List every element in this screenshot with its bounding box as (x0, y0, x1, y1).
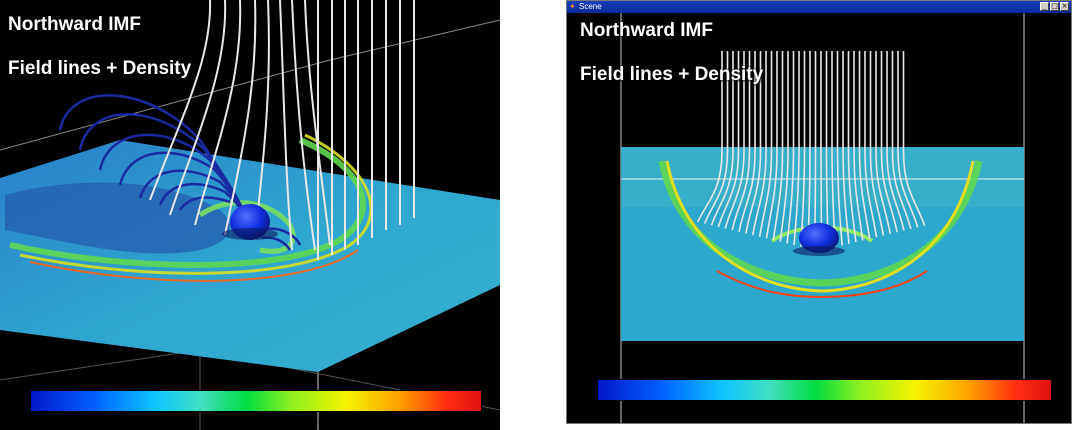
field-line (897, 51, 919, 228)
left-colorbar-tick-0: -0.01 (24, 419, 40, 426)
left-visualization-panel: Northward IMF Field lines + Density -0.0… (0, 0, 500, 430)
right-colorbar-tick-0: -0.01 (587, 407, 603, 414)
field-line (772, 51, 784, 241)
window-title: Scene (579, 2, 602, 11)
field-line (710, 51, 734, 226)
left-title-line2: Field lines + Density (8, 58, 192, 79)
left-title-line1: Northward IMF (8, 14, 141, 35)
field-line (891, 51, 912, 230)
left-colorbar (30, 390, 482, 412)
left-scene-render (0, 0, 500, 430)
field-line (902, 51, 926, 226)
field-line (717, 51, 740, 228)
right-scene-render (620, 13, 1025, 423)
field-line (842, 51, 850, 244)
field-line (880, 51, 898, 233)
left-colorbar-tick-3: 5.10 (470, 419, 484, 426)
field-line (758, 51, 773, 237)
field-line (724, 51, 745, 229)
right-title-line1: Northward IMF (580, 20, 713, 41)
field-line (864, 51, 878, 238)
field-line (853, 51, 864, 241)
field-line (745, 51, 762, 234)
planet-sphere-top-view (799, 223, 839, 253)
field-line (820, 51, 823, 251)
field-line (875, 51, 892, 235)
close-button[interactable]: × (1060, 2, 1069, 11)
field-line (886, 51, 905, 231)
field-line (793, 51, 800, 246)
minimize-button[interactable]: _ (1040, 2, 1049, 11)
field-line (858, 51, 871, 239)
field-line (836, 51, 843, 246)
field-line (813, 51, 817, 250)
field-line (697, 51, 723, 223)
field-line (731, 51, 751, 231)
field-line (751, 51, 767, 236)
window-titlebar[interactable]: ✦ Scene _ □ × (567, 1, 1071, 13)
right-colorbar-tick-1: 1.69 (741, 407, 755, 414)
right-colorbar-tick-3: 5.10 (1043, 407, 1057, 414)
maximize-button[interactable]: □ (1050, 2, 1059, 11)
app-icon: ✦ (569, 2, 576, 11)
field-line (869, 51, 885, 236)
right-colorbar-tick-2: 3.40 (889, 407, 903, 414)
field-line (703, 51, 729, 224)
field-line (738, 51, 756, 232)
left-colorbar-tick-2: 3.40 (312, 419, 326, 426)
scene-window: ✦ Scene _ □ × (566, 0, 1072, 424)
field-line (779, 51, 789, 242)
right-colorbar (597, 379, 1052, 401)
left-colorbar-tick-1: 1.69 (168, 419, 182, 426)
field-line (847, 51, 857, 243)
right-title-line2: Field lines + Density (580, 64, 764, 85)
field-line (765, 51, 778, 239)
field-line (786, 51, 795, 244)
